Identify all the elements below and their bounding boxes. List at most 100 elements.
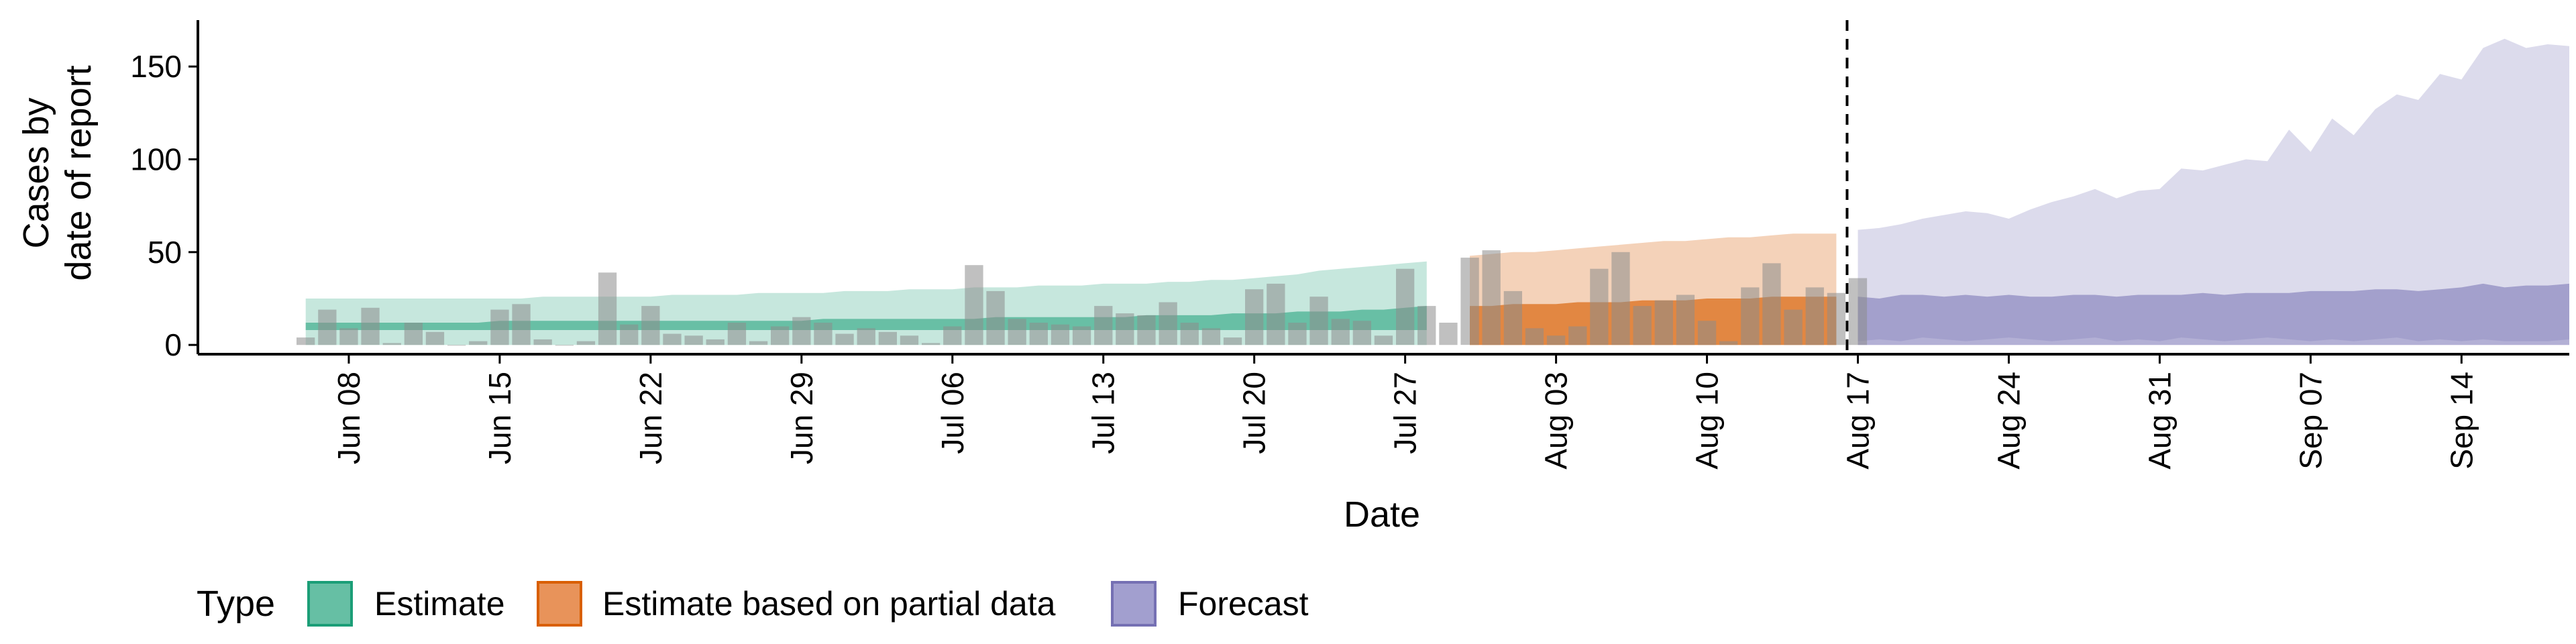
- observed-bar: [382, 343, 401, 345]
- x-tick-label: Jun 15: [482, 372, 517, 464]
- observed-bar: [1719, 341, 1738, 345]
- observed-bar: [1374, 335, 1393, 345]
- observed-bar: [706, 339, 724, 345]
- observed-bar: [1223, 337, 1242, 345]
- observed-bar: [490, 309, 509, 345]
- observed-bar: [1784, 309, 1803, 345]
- observed-bar: [1568, 326, 1587, 345]
- observed-bar: [1654, 300, 1673, 345]
- x-tick-label: Jul 13: [1086, 372, 1121, 454]
- legend-key-forecast: [1111, 581, 1157, 627]
- y-tick-label: 0: [164, 327, 182, 362]
- observed-bar: [900, 335, 919, 345]
- observed-bar: [1762, 263, 1781, 345]
- observed-bar: [727, 323, 747, 345]
- x-tick-label: Jun 29: [784, 372, 819, 464]
- observed-bar: [1805, 287, 1824, 345]
- observed-bar: [1331, 319, 1350, 345]
- observed-bar: [1848, 278, 1868, 345]
- observed-bar: [792, 317, 811, 345]
- observed-bar: [1201, 328, 1221, 345]
- observed-bar: [1741, 287, 1760, 345]
- observed-bar: [835, 333, 854, 345]
- observed-bar: [1159, 302, 1177, 345]
- forecast-ribbon-90: [1858, 38, 2569, 341]
- observed-bar: [620, 324, 639, 345]
- x-tick-label: Aug 17: [1841, 372, 1876, 470]
- observed-bar: [771, 326, 790, 345]
- observed-bar: [1072, 326, 1091, 345]
- y-axis-title-line1: Cases by: [16, 97, 56, 248]
- observed-bar: [339, 328, 358, 345]
- observed-bar: [684, 335, 703, 345]
- observed-bar: [1288, 323, 1307, 345]
- legend-key-partial: [537, 581, 582, 627]
- observed-bar: [1546, 335, 1566, 345]
- observed-bar: [297, 337, 315, 345]
- x-axis-title: Date: [1344, 494, 1420, 535]
- observed-bar: [1029, 323, 1048, 345]
- x-tick-label: Jun 22: [633, 372, 668, 464]
- partial-series: [1470, 233, 1837, 345]
- legend: Type Estimate Estimate based on partial …: [197, 581, 1309, 627]
- observed-bar: [1352, 321, 1371, 345]
- observed-bar: [1525, 328, 1544, 345]
- observed-bar: [1439, 323, 1458, 345]
- x-tick-label: Jul 06: [935, 372, 970, 454]
- observed-bar: [641, 306, 660, 345]
- x-tick-label: Aug 24: [1992, 372, 2027, 470]
- observed-bar: [1137, 315, 1156, 345]
- observed-bar: [857, 328, 875, 345]
- observed-bar: [1697, 321, 1717, 345]
- observed-bar: [533, 339, 552, 345]
- observed-bar: [1590, 268, 1609, 345]
- observed-bar: [663, 333, 682, 345]
- x-tick-label: Jun 08: [331, 372, 366, 464]
- observed-bar: [1094, 306, 1113, 345]
- x-tick-label: Aug 10: [1690, 372, 1725, 470]
- x-tick-label: Sep 14: [2444, 372, 2479, 470]
- observed-bar: [1827, 292, 1845, 345]
- observed-bar: [576, 341, 596, 345]
- y-tick-label: 100: [130, 142, 182, 177]
- observed-bar: [1245, 289, 1264, 345]
- y-axis-title-line2: date of report: [58, 65, 99, 280]
- observed-bar: [425, 331, 445, 345]
- observed-bar: [965, 265, 983, 345]
- observed-bar: [1503, 290, 1522, 345]
- legend-title: Type: [197, 584, 275, 624]
- observed-bar: [469, 341, 488, 345]
- x-tick-label: Jul 27: [1388, 372, 1423, 454]
- forecast-series: [1858, 38, 2569, 345]
- observed-bar: [1396, 268, 1415, 345]
- forecast-ribbon-50: [1858, 283, 2569, 345]
- observed-bar: [1180, 323, 1199, 345]
- observed-bar: [1417, 306, 1436, 345]
- legend-label-forecast: Forecast: [1178, 585, 1309, 623]
- legend-key-estimate: [307, 581, 353, 627]
- observed-bar: [1482, 250, 1501, 345]
- observed-bar: [1008, 319, 1026, 345]
- observed-bar: [512, 304, 531, 345]
- observed-bar: [1611, 252, 1630, 345]
- x-tick-label: Sep 07: [2293, 372, 2328, 470]
- observed-bar: [986, 290, 1005, 345]
- observed-bar: [1676, 294, 1695, 345]
- y-tick-label: 150: [130, 49, 182, 84]
- legend-label-estimate: Estimate: [374, 585, 505, 623]
- observed-bar: [943, 326, 962, 345]
- x-tick-label: Jul 20: [1237, 372, 1272, 454]
- observed-bar: [1309, 297, 1328, 345]
- axes: 0 50 100 150 Jun 08 Jun 15 Jun 22 Jun 29 Jul 06 J…: [130, 20, 2569, 470]
- observed-bar: [1633, 306, 1652, 345]
- observed-bar: [1460, 258, 1479, 345]
- x-tick-label: Aug 03: [1539, 372, 1574, 470]
- observed-bar: [922, 343, 941, 345]
- observed-bar: [1116, 313, 1134, 345]
- observed-bar: [878, 331, 897, 345]
- observed-bar: [814, 323, 833, 345]
- observed-bar: [1051, 324, 1070, 345]
- observed-bar: [318, 309, 337, 345]
